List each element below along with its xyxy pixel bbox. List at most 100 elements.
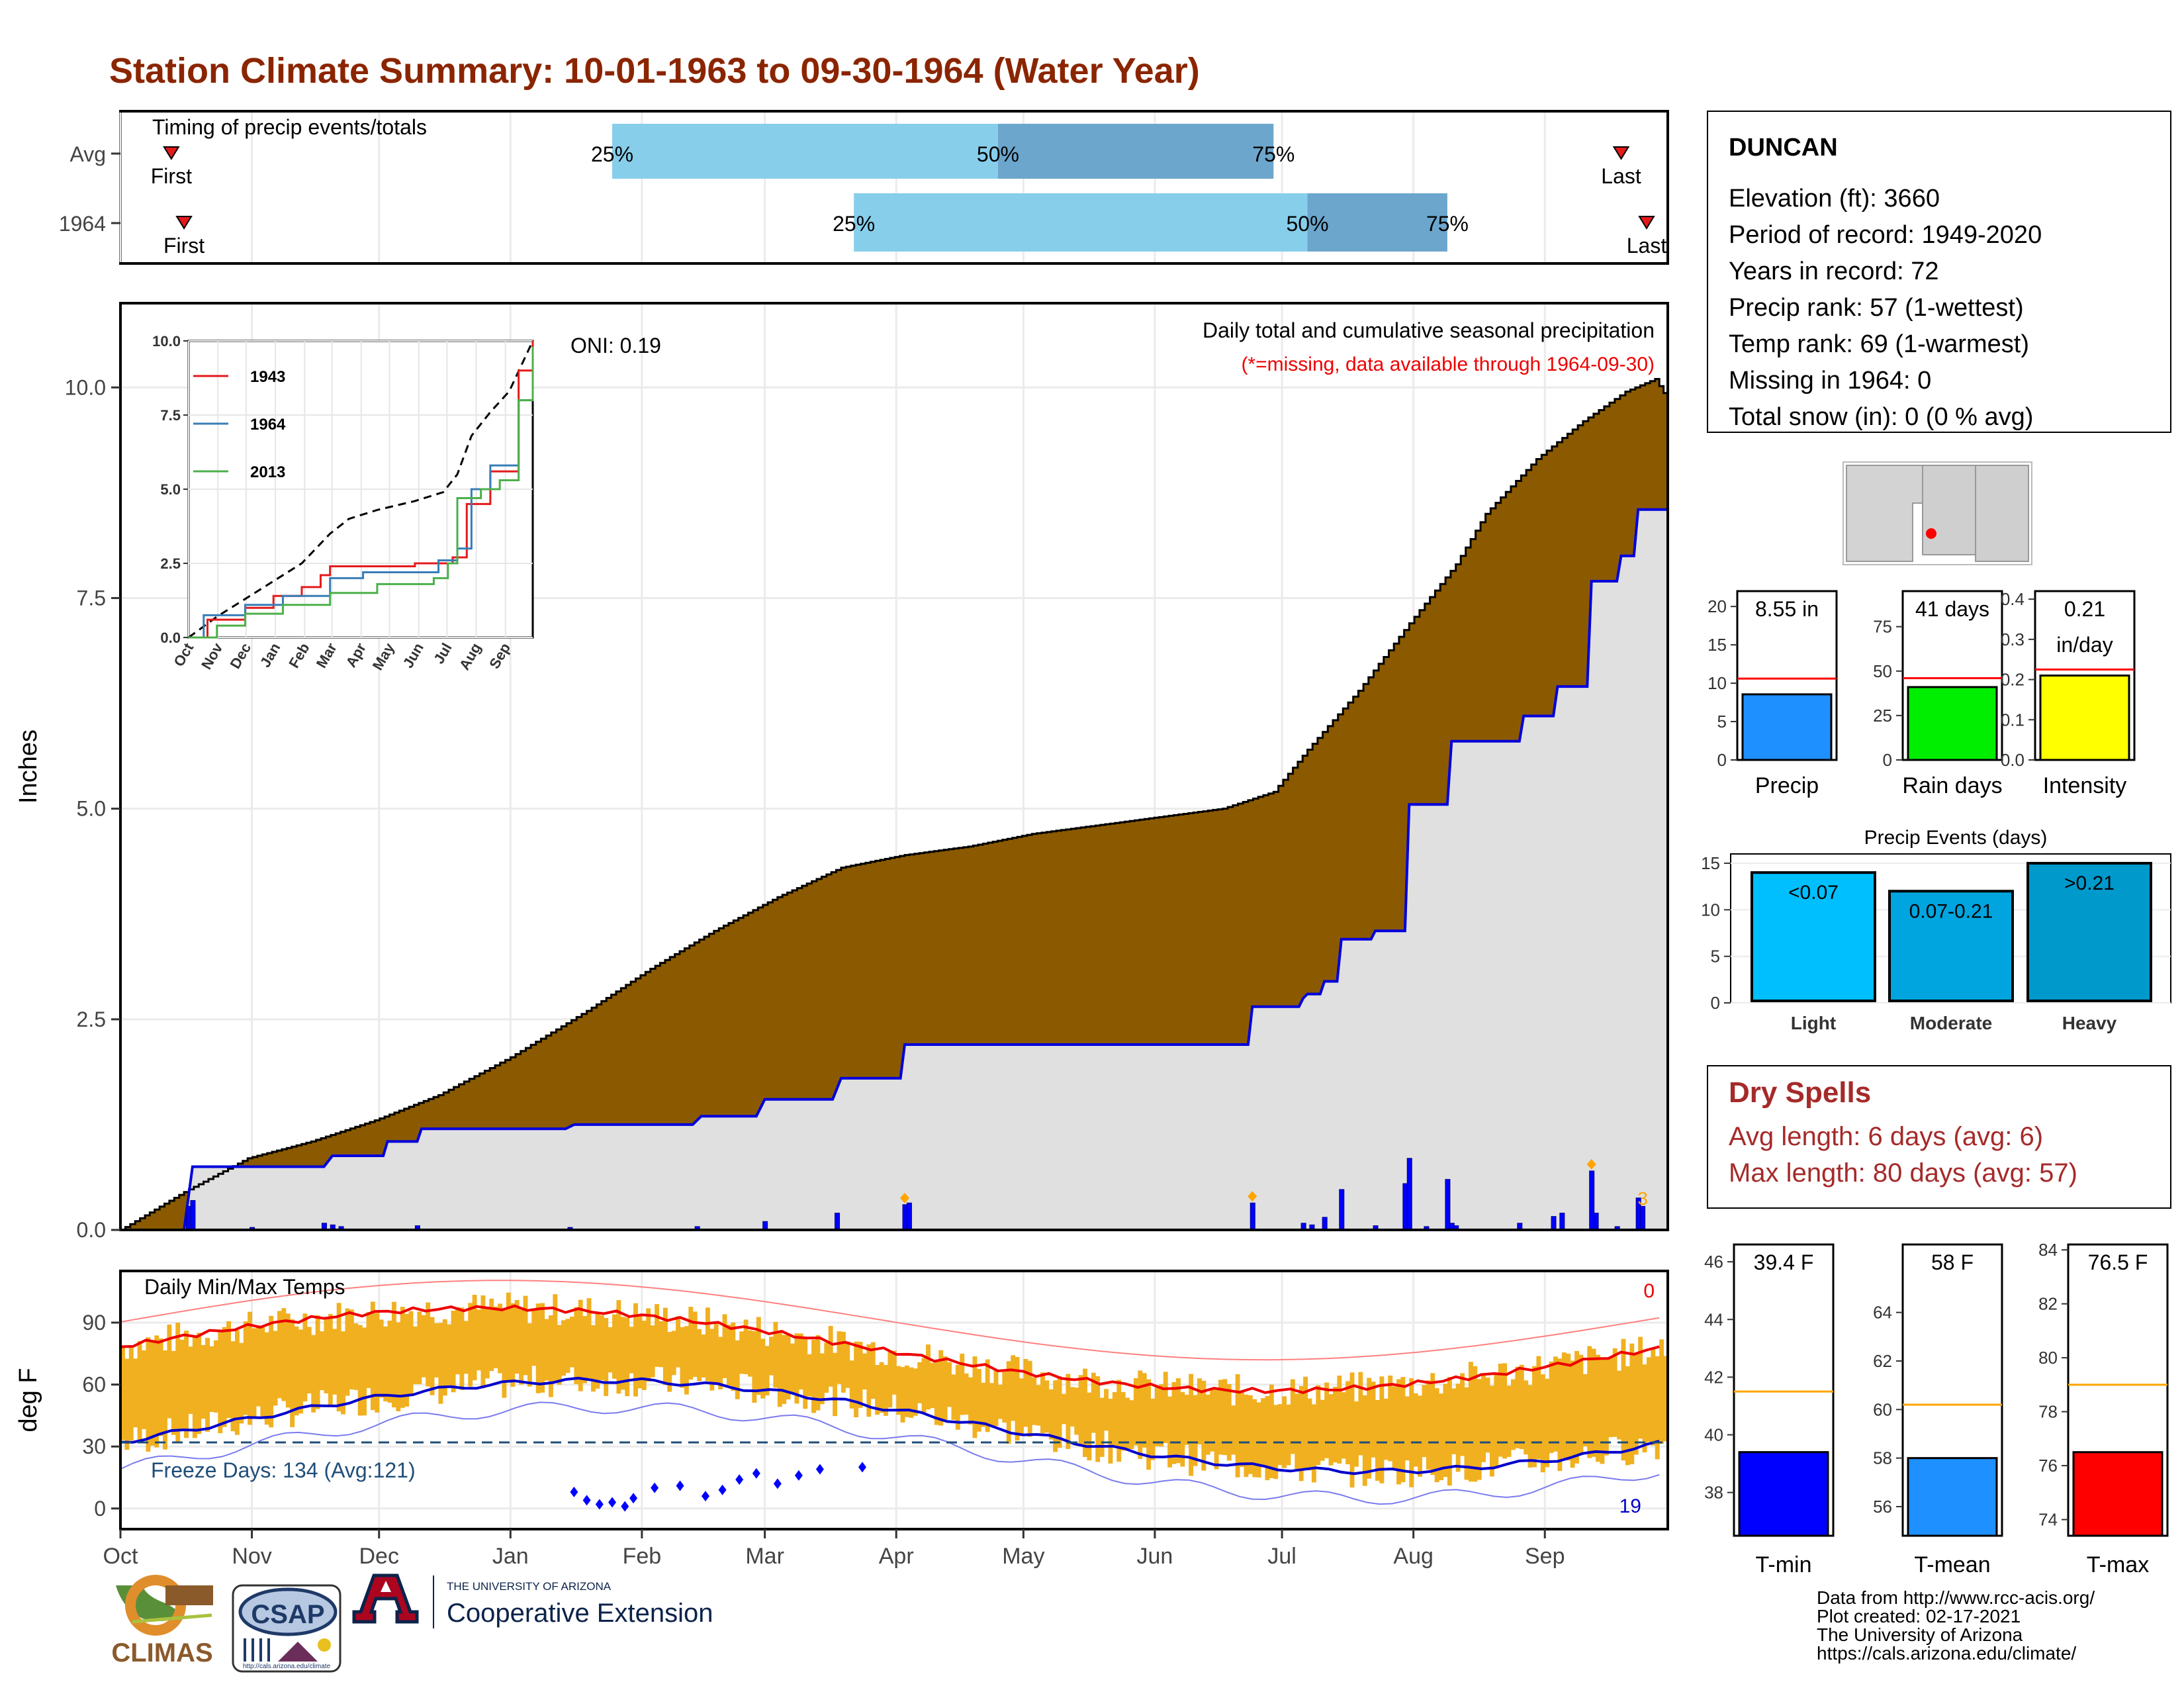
station-detail-line: Temp rank: 69 (1-warmest) [1729, 330, 2029, 358]
temp-range-bar [646, 1308, 651, 1382]
temp-range-bar [968, 1377, 974, 1425]
temp-range-bar [1295, 1393, 1300, 1470]
timing-first-label: First [163, 234, 205, 258]
ua-logo: THE UNIVERSITY OF ARIZONA Cooperative Ex… [352, 1573, 713, 1628]
temp-range-bar [926, 1344, 931, 1410]
temp-range-bar [667, 1332, 672, 1392]
timing-quartile-25-50 [854, 193, 1308, 252]
temp-range-bar [370, 1301, 375, 1411]
csap-logo-sun [318, 1638, 331, 1652]
dry-spells-frame [1707, 1065, 2171, 1209]
record-min-line [120, 1401, 1660, 1505]
temp-range-bar [1515, 1366, 1520, 1448]
temp-range-bar [345, 1308, 350, 1396]
temp-range-bar [1205, 1394, 1210, 1455]
temp-range-bar [625, 1317, 630, 1397]
temp-range-bar [1057, 1376, 1062, 1448]
temp-range-bar [934, 1360, 939, 1425]
footer-line: Data from http://www.rcc-acis.org/ [1817, 1587, 2095, 1608]
temp-range-bar [311, 1335, 316, 1413]
temp-range-bar [421, 1315, 426, 1378]
inset-legend-label: 1964 [250, 416, 286, 434]
temp-range-bar [396, 1322, 401, 1411]
temp-range-bar [459, 1307, 465, 1390]
month-label: Feb [623, 1544, 662, 1569]
temp-ytick-label: 60 [82, 1373, 106, 1397]
temp-range-bar [862, 1353, 867, 1389]
temp-range-bar [1468, 1362, 1473, 1482]
temp-range-bar [705, 1307, 710, 1382]
temp-range-bar [1349, 1372, 1355, 1488]
timing-q50-label: 50% [977, 142, 1019, 166]
inset-ytick-label: 10.0 [152, 333, 181, 350]
temp-range-bar [718, 1336, 723, 1389]
temp-range-bar [234, 1330, 240, 1435]
temp-range-bar [1621, 1338, 1626, 1461]
temp-range-bar [1557, 1358, 1563, 1472]
missing-note: (*=missing, data available through 1964-… [1241, 353, 1655, 375]
temp-range-bar [1545, 1378, 1550, 1468]
temp-range-bar [1451, 1388, 1457, 1454]
temp-range-bar [1193, 1395, 1198, 1466]
temp-range-bar [981, 1382, 986, 1427]
temp-range-bar [472, 1295, 477, 1381]
mini-chart-bar [1907, 686, 1998, 761]
temp-range-bar [773, 1322, 778, 1388]
temp-range-bar [273, 1331, 278, 1406]
daily-precip-bar [1322, 1217, 1328, 1231]
temp-range-bar [1269, 1384, 1274, 1478]
temp-range-bar [655, 1304, 659, 1367]
temp-range-bar [1591, 1348, 1596, 1457]
timing-label: Timing of precip events/totals [152, 115, 427, 139]
temp-range-bar [230, 1341, 236, 1432]
temp-range-bar [163, 1350, 167, 1450]
temp-range-bar [782, 1335, 787, 1404]
avg-cumulative-line [120, 378, 1669, 1231]
temp-range-bar [798, 1333, 803, 1390]
temp-range-bar [451, 1311, 456, 1393]
temp-range-bar [1540, 1374, 1545, 1473]
mini-chart-name: Precip [1755, 773, 1819, 798]
temp-range-bar [248, 1311, 253, 1425]
events-tick-label: 10 [1701, 900, 1720, 919]
events-bar [2026, 862, 2152, 1002]
daily-precip-bar [1250, 1202, 1255, 1231]
inset-avg-curve [188, 340, 534, 639]
temp-range-bar [527, 1323, 532, 1387]
temp-range-bar [408, 1311, 414, 1396]
temp-range-bar [298, 1329, 303, 1414]
temp-range-bar [1316, 1385, 1321, 1466]
temp-range-bar [1159, 1384, 1164, 1447]
temp-range-bar [506, 1292, 511, 1382]
mini-chart-tick-label: 58 [1873, 1448, 1892, 1468]
chart-title: Station Climate Summary: 10-01-1963 to 0… [109, 51, 1200, 91]
mini-chart-name: Rain days [1902, 773, 2002, 798]
station-name: DUNCAN [1729, 134, 1838, 162]
temp-range-bar [1527, 1385, 1533, 1468]
temp-range-bar [1404, 1396, 1410, 1461]
temp-range-bar [468, 1303, 473, 1387]
temp-range-bar [1642, 1364, 1647, 1453]
temp-range-bar [120, 1347, 125, 1440]
timing-last-label: Last [1601, 164, 1641, 188]
precip-marker [900, 1192, 910, 1203]
inset-ytick-label: 0.0 [160, 630, 181, 646]
temp-range-bar [175, 1323, 181, 1443]
timing-q50-label: 50% [1287, 212, 1329, 236]
temp-range-bar [430, 1317, 435, 1395]
temp-range-bar [197, 1333, 202, 1434]
temp-range-bar [535, 1303, 541, 1393]
freeze-label: Freeze Days: 134 (Avg:121) [151, 1458, 416, 1482]
temp-range-bar [858, 1341, 863, 1408]
month-label: Oct [103, 1544, 138, 1569]
temp-range-bar [1392, 1386, 1397, 1470]
mini-chart-tick-label: 0.2 [2001, 670, 2025, 690]
temp-range-bar [748, 1330, 752, 1377]
temp-ytick-label: 90 [82, 1311, 106, 1335]
mini-chart-name: T-max [2087, 1552, 2149, 1577]
temp-range-bar [561, 1320, 567, 1376]
mini-chart-tick-label: 40 [1704, 1425, 1723, 1445]
temp-range-bar [849, 1360, 854, 1409]
temp-range-bar [1383, 1398, 1388, 1460]
temp-range-bar [1261, 1398, 1265, 1468]
